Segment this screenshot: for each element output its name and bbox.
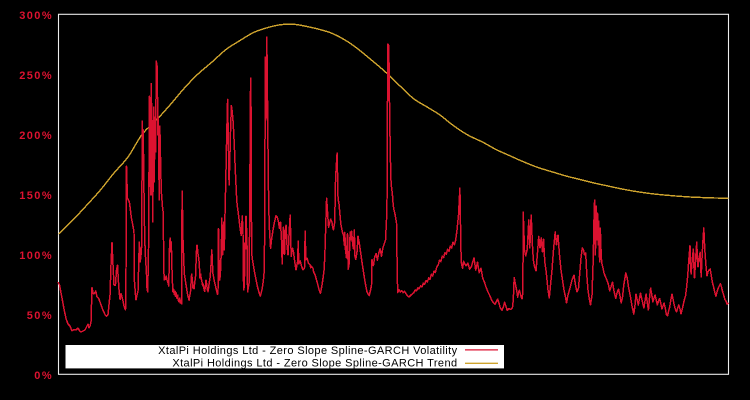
svg-text:XtalPi Holdings Ltd - Zero Slo: XtalPi Holdings Ltd - Zero Slope Spline-… [158, 345, 457, 357]
svg-text:50%: 50% [27, 310, 53, 322]
svg-text:250%: 250% [19, 70, 53, 82]
svg-text:0%: 0% [34, 370, 53, 382]
svg-text:150%: 150% [19, 190, 53, 202]
svg-text:100%: 100% [19, 250, 53, 262]
svg-text:300%: 300% [19, 10, 53, 22]
svg-text:XtalPi Holdings Ltd - Zero Slo: XtalPi Holdings Ltd - Zero Slope Spline-… [172, 357, 457, 369]
svg-text:200%: 200% [19, 130, 53, 142]
